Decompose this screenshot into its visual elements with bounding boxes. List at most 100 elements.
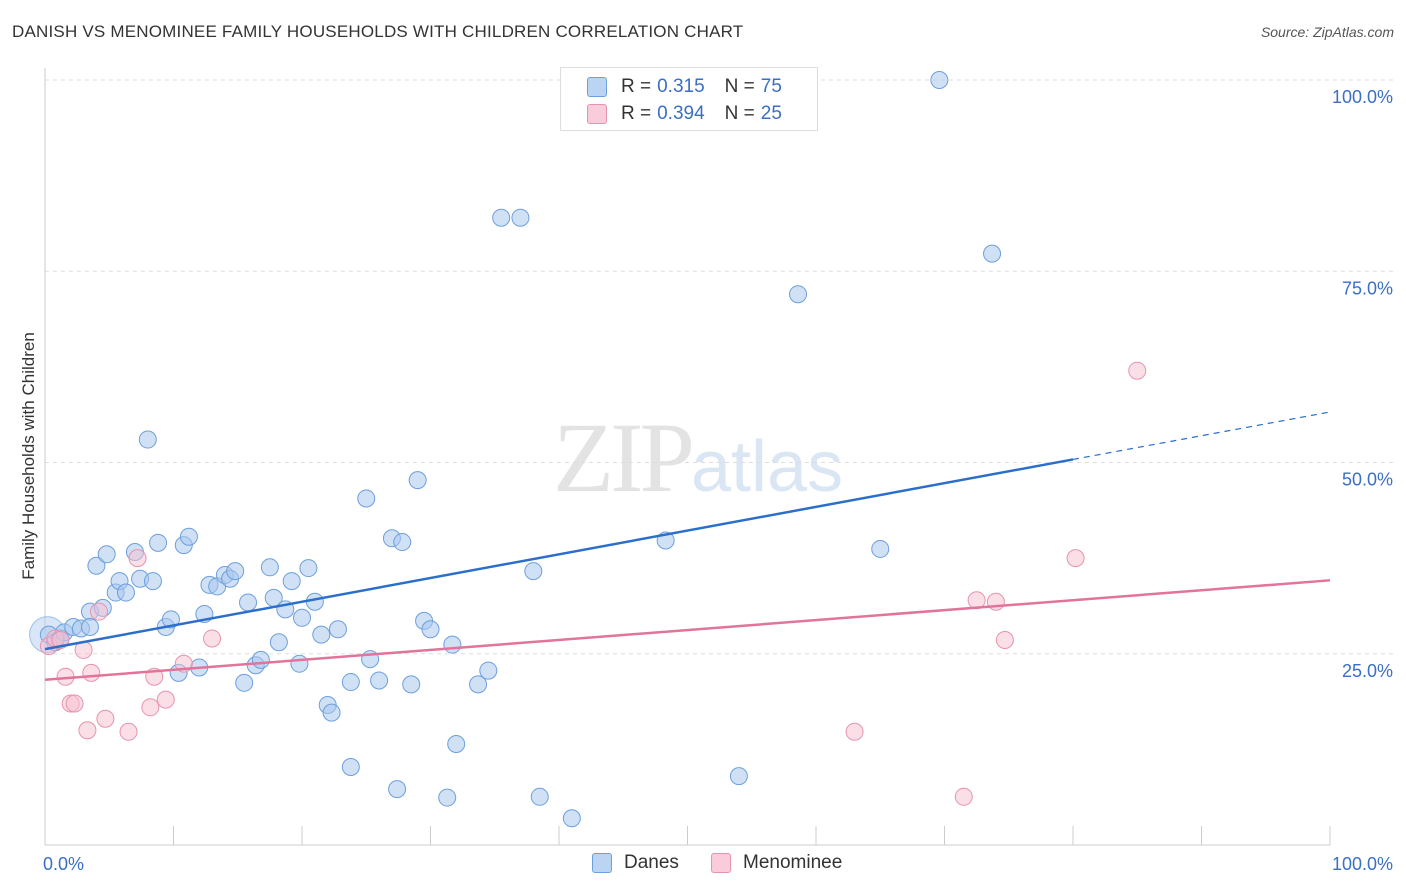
menominee-point <box>1066 549 1085 568</box>
x-tick-label: 100.0% <box>1332 854 1393 874</box>
menominee-n-label: N = <box>724 103 755 124</box>
y-tick-label: 75.0% <box>1342 278 1393 298</box>
legend-row-danes: R = 0.315 N = 75 <box>587 75 782 99</box>
menominee-point <box>119 722 138 741</box>
watermark-atlas: atlas <box>691 427 844 507</box>
danes-point <box>328 620 347 639</box>
danes-point <box>729 767 748 786</box>
danes-point <box>402 675 421 694</box>
danes-point <box>530 787 549 806</box>
menominee-point <box>51 630 70 649</box>
danes-point <box>260 558 279 577</box>
stats-legend: R = 0.315 N = 75 R = 0.394 N = 25 <box>560 67 818 131</box>
danes-point <box>421 620 440 639</box>
danes-point <box>161 610 180 629</box>
menominee-point <box>128 549 147 568</box>
y-tick-label: 25.0% <box>1342 661 1393 681</box>
menominee-point <box>1128 361 1147 380</box>
danes-n-label: N = <box>724 76 755 97</box>
danes-point <box>293 608 311 627</box>
tick-label-layer: 25.0% 50.0% 75.0% 100.0% 0.0% 100.0% <box>43 87 1393 874</box>
danes-point <box>341 673 360 692</box>
danes-point <box>299 559 318 578</box>
danes-point <box>438 788 457 807</box>
menominee-point <box>78 721 97 740</box>
danes-point <box>149 533 168 552</box>
menominee-point <box>954 787 973 806</box>
danes-point <box>511 208 530 227</box>
danes-swatch <box>587 77 607 97</box>
menominee-point <box>995 630 1014 649</box>
danes-point <box>524 562 543 581</box>
menominee-legend-label: Menominee <box>743 852 843 873</box>
danes-point <box>87 556 106 575</box>
axis-layer <box>44 68 1331 846</box>
danes-point <box>138 430 157 449</box>
danes-r-label: R = <box>621 76 652 97</box>
danes-point <box>179 527 198 546</box>
trend-layer <box>44 411 1331 682</box>
danes-point <box>479 661 498 680</box>
danes-point <box>282 572 301 591</box>
danes-point <box>305 592 324 611</box>
danes-point <box>469 675 488 694</box>
danes-point <box>357 489 376 508</box>
menominee-point <box>82 663 101 682</box>
menominee-legend-swatch <box>711 853 731 873</box>
legend-item-menominee[interactable]: Menominee <box>711 852 842 874</box>
danes-legend-label: Danes <box>624 852 679 873</box>
y-axis-label: Family Households with Children <box>19 332 38 580</box>
y-tick-label: 50.0% <box>1342 470 1393 490</box>
danes-point <box>388 780 407 799</box>
danes-point <box>370 671 389 690</box>
menominee-point <box>203 629 222 648</box>
menominee-point <box>65 694 84 713</box>
danes-n-value: 75 <box>760 76 782 97</box>
danes-point <box>116 583 135 602</box>
danes-point <box>341 757 360 776</box>
danes-point <box>492 208 511 227</box>
danes-point <box>143 572 162 591</box>
danes-trend-line <box>44 458 1074 651</box>
x-tick-label: 0.0% <box>43 854 84 874</box>
danes-point <box>408 471 427 490</box>
legend-row-menominee: R = 0.394 N = 25 <box>587 102 782 126</box>
danes-point <box>393 533 412 552</box>
danes-point <box>235 673 254 692</box>
danes-point <box>447 735 466 754</box>
danes-point <box>251 650 270 669</box>
menominee-swatch <box>587 104 607 124</box>
menominee-r-label: R = <box>621 103 652 124</box>
menominee-r-value: 0.394 <box>657 103 705 124</box>
menominee-point <box>96 709 115 728</box>
source-credit: Source: ZipAtlas.com <box>1260 24 1394 40</box>
chart-title: DANISH VS MENOMINEE FAMILY HOUSEHOLDS WI… <box>12 22 744 41</box>
danes-points <box>29 71 1002 828</box>
grid-layer <box>45 79 1395 655</box>
danes-point <box>930 71 949 89</box>
menominee-point <box>89 602 108 621</box>
legend-item-danes[interactable]: Danes <box>592 852 679 874</box>
danes-point <box>226 562 245 581</box>
danes-point <box>312 625 331 644</box>
menominee-point <box>845 722 864 741</box>
danes-point <box>562 809 581 828</box>
danes-point <box>443 635 462 654</box>
menominee-point <box>156 690 175 709</box>
danes-point <box>789 285 808 304</box>
menominee-trend-line <box>44 579 1331 682</box>
danes-point <box>871 539 890 558</box>
series-legend: Danes Menominee <box>0 852 1406 878</box>
menominee-n-value: 25 <box>760 103 782 124</box>
danes-point <box>97 545 116 564</box>
y-tick-label: 100.0% <box>1332 87 1393 107</box>
danes-point <box>983 244 1002 263</box>
danes-point <box>239 593 258 612</box>
danes-point <box>269 633 288 652</box>
danes-point <box>290 654 309 673</box>
watermark-zip: ZIP <box>553 402 695 513</box>
menominee-point <box>141 698 160 717</box>
danes-point <box>80 617 99 636</box>
danes-trend-extension <box>1072 411 1331 461</box>
menominee-points <box>39 361 1147 806</box>
